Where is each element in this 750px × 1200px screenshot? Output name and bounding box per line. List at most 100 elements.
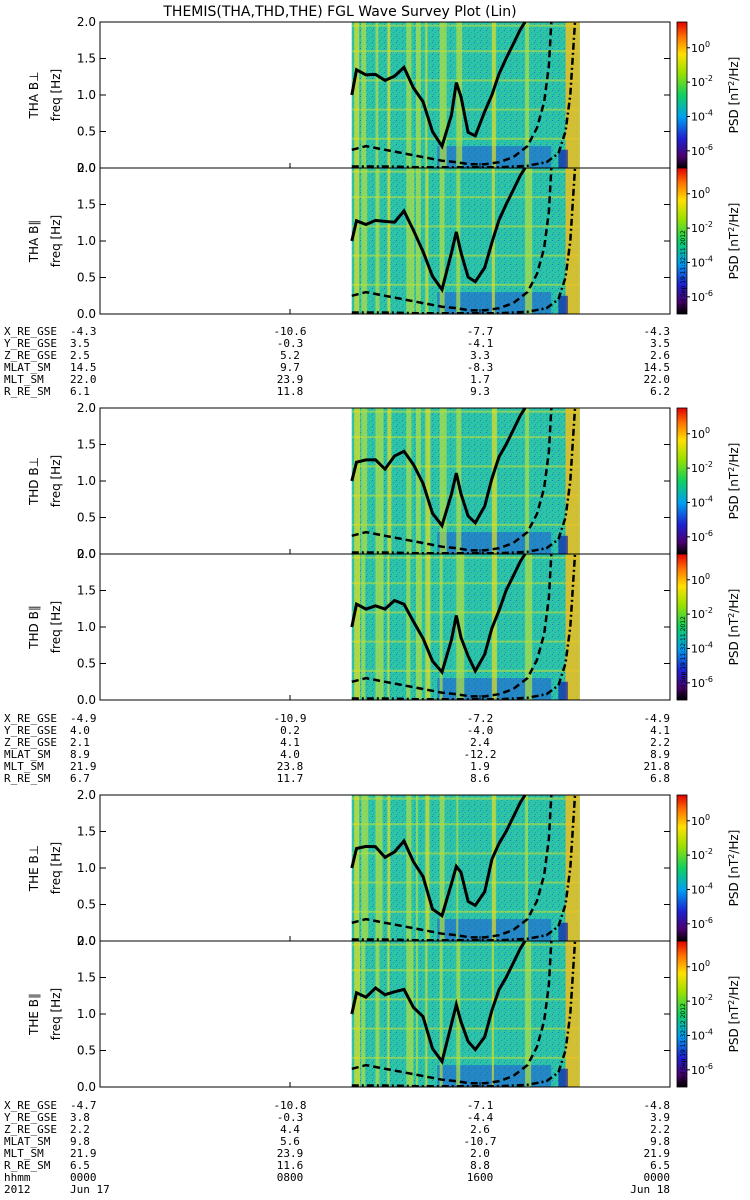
y-tick-label: 0.0 (77, 934, 96, 948)
series-line-dashdot (351, 21, 577, 169)
spectrogram-noise (351, 941, 580, 1087)
y-tick-label: 0.5 (77, 271, 96, 285)
colorbar-tick-label: 10-2 (691, 993, 713, 1008)
broadband-burst (415, 941, 418, 1087)
broadband-burst (415, 554, 422, 700)
ephemeris-value: -10.7 (463, 1135, 496, 1148)
ephemeris-value: -0.3 (277, 337, 304, 350)
ephemeris-value: 2.6 (650, 349, 670, 362)
series-line-solid (350, 553, 527, 676)
y-tick-label: 1.0 (77, 1007, 96, 1021)
y-tick-label: 0.0 (77, 307, 96, 321)
ephemeris-label: Z_RE_GSE (4, 1123, 57, 1136)
y-tick-label: 2.0 (77, 547, 96, 561)
panel-thd-bpar: 0.0 0.5 1.0 1.5 2.0 freq [Hz] THD B∥ 100 10-2 10-… (27, 547, 741, 707)
broadband-burst (354, 554, 361, 700)
ephemeris-value: 3.3 (470, 349, 490, 362)
harmonic-line (351, 523, 580, 526)
y-tick-label: 0.5 (77, 125, 96, 139)
ephemeris-value: -10.9 (273, 712, 306, 725)
quiet-patch (558, 1068, 568, 1087)
broadband-burst (425, 408, 431, 554)
date-year: 2012 (4, 1183, 31, 1196)
broadband-burst (525, 408, 530, 554)
broadband-burst (439, 408, 447, 554)
colorbar-label: PSD [nT2/Hz] (727, 830, 741, 907)
broadband-burst (425, 941, 428, 1087)
ephemeris-value: 22.0 (70, 373, 97, 386)
ephemeris-value: 21.9 (70, 1147, 97, 1160)
ephemeris-value: 6.5 (70, 1159, 90, 1172)
panel-tha-bperp: 0.0 0.5 1.0 1.5 2.0 freq [Hz] THA B⊥ 100 10-2 10-… (27, 15, 741, 175)
broadband-burst (525, 168, 533, 314)
colorbar-tick-label: 10-4 (691, 1027, 713, 1042)
harmonic-line (351, 943, 580, 946)
high-power-region (565, 554, 580, 700)
broadband-burst (406, 22, 412, 168)
colorbar-tick-label: 100 (691, 572, 710, 587)
broadband-burst (354, 795, 360, 941)
ephemeris-value: 0800 (277, 1171, 304, 1184)
ephemeris-value: 21.9 (70, 760, 97, 773)
ephemeris-value: 0000 (70, 1171, 97, 1184)
quiet-patch (558, 681, 568, 700)
ephemeris-label: R_RE_SM (4, 385, 51, 398)
broadband-burst (361, 941, 366, 1087)
high-power-region (565, 408, 580, 554)
harmonic-line (351, 582, 580, 585)
series-line-dashed (351, 21, 553, 166)
ephemeris-value: 6.2 (650, 385, 670, 398)
ephemeris-the: X_RE_GSE -4.7 -10.8 -7.1 -4.8 Y_RE_GSE 3.8 -0.3… (4, 1099, 670, 1196)
broadband-burst (425, 554, 431, 700)
ephemeris-value: 23.9 (277, 373, 304, 386)
broadband-burst (361, 408, 368, 554)
ephemeris-label: R_RE_SM (4, 1159, 51, 1172)
timestamp-stamp: Wed Sep 19 11:32:12 2012 (680, 1003, 687, 1085)
y-tick-label: 2.0 (77, 161, 96, 175)
y-tick-label: 0.0 (77, 1080, 96, 1094)
y-tick-label: 0.0 (77, 693, 96, 707)
broadband-burst (525, 554, 533, 700)
ephemeris-value: 4.4 (280, 1123, 300, 1136)
freq-axis-label: freq [Hz] (49, 842, 63, 894)
panel-probe-label: THE B⊥ (27, 845, 41, 892)
broadband-burst (439, 554, 443, 700)
colorbar (676, 21, 688, 169)
panel-probe-label: THD B⊥ (27, 457, 41, 506)
ephemeris-value: -4.9 (644, 712, 671, 725)
y-tick-label: 1.0 (77, 88, 96, 102)
broadband-burst (361, 795, 369, 941)
broadband-burst (354, 22, 360, 168)
series-line-dashed (351, 940, 553, 1085)
ephemeris-value: 9.8 (650, 1135, 670, 1148)
ephemeris-value: 8.6 (470, 772, 490, 785)
ephemeris-value: 4.0 (280, 748, 300, 761)
quiet-patch (558, 922, 568, 941)
spectrogram-noise (351, 554, 580, 700)
quiet-patch (558, 535, 568, 554)
colorbar-label: PSD [nT2/Hz] (727, 57, 741, 134)
ephemeris-value: 6.5 (650, 1159, 670, 1172)
ephemeris-value: 2.2 (70, 1123, 90, 1136)
broadband-burst (406, 795, 412, 941)
ephemeris-value: -10.8 (273, 1099, 306, 1112)
ephemeris-value: -10.6 (273, 325, 306, 338)
panel-probe-label: THA B⊥ (27, 71, 41, 119)
figure-title: THEMIS(THA,THD,THE) FGL Wave Survey Plot… (162, 4, 516, 20)
ephemeris-value: -4.4 (467, 1111, 494, 1124)
ephemeris-value: -12.2 (463, 748, 496, 761)
ephemeris-label: Z_RE_GSE (4, 349, 57, 362)
series-line-solid (350, 407, 527, 529)
ephemeris-label: Y_RE_GSE (4, 337, 57, 350)
y-tick-label: 0.5 (77, 1044, 96, 1058)
ephemeris-value: 2.5 (70, 349, 90, 362)
ephemeris-label: R_RE_SM (4, 772, 51, 785)
ephemeris-value: 9.3 (470, 385, 490, 398)
ephemeris-value: 3.5 (70, 337, 90, 350)
harmonic-line (351, 196, 580, 199)
broadband-burst (387, 22, 391, 168)
harmonic-line (351, 170, 580, 173)
colorbar-tick-label: 10-6 (691, 675, 713, 690)
y-tick-label: 2.0 (77, 788, 96, 802)
broadband-burst (375, 554, 384, 700)
